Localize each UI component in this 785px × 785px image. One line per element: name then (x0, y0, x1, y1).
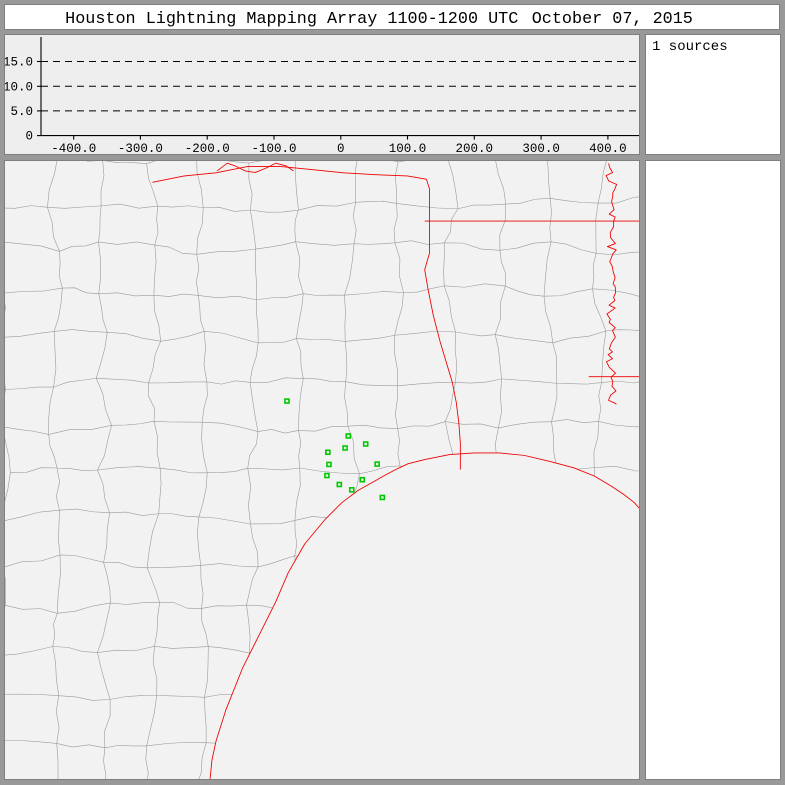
svg-text:0: 0 (25, 130, 33, 144)
svg-text:200.0: 200.0 (456, 142, 494, 155)
svg-text:-200.0: -200.0 (185, 142, 230, 155)
svg-text:400.0: 400.0 (589, 142, 627, 155)
svg-text:5.0: 5.0 (10, 105, 33, 119)
svg-text:10.0: 10.0 (5, 80, 33, 94)
svg-text:0: 0 (337, 142, 345, 155)
svg-text:-300.0: -300.0 (118, 142, 163, 155)
svg-text:15.0: 15.0 (5, 56, 33, 70)
svg-text:100.0: 100.0 (389, 142, 427, 155)
svg-text:-400.0: -400.0 (51, 142, 96, 155)
svg-text:300.0: 300.0 (522, 142, 560, 155)
svg-text:-100.0: -100.0 (251, 142, 296, 155)
